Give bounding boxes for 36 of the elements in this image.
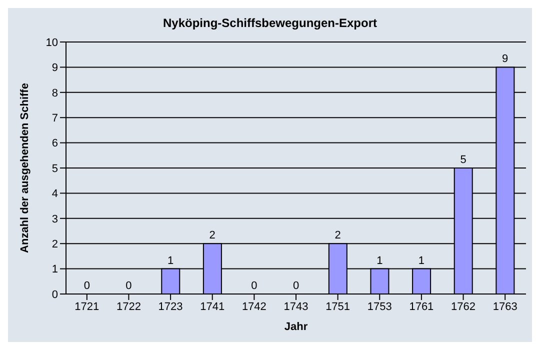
- x-tick-label: 1742: [242, 300, 266, 313]
- data-label: 2: [334, 230, 341, 242]
- data-label: 1: [376, 254, 383, 267]
- x-tick-label: 1753: [367, 300, 392, 313]
- y-tick-label: 4: [52, 188, 58, 200]
- x-tick-label: 1763: [492, 300, 518, 313]
- y-tick-label: 8: [52, 87, 58, 100]
- x-tick-label: 1762: [451, 300, 476, 313]
- data-label: 0: [84, 280, 90, 292]
- x-tick-label: 1723: [158, 300, 183, 313]
- y-tick-label: 1: [52, 264, 58, 276]
- x-tick-label: 1761: [409, 300, 434, 313]
- y-tick-label: 9: [52, 62, 58, 74]
- y-tick-label: 3: [52, 213, 58, 226]
- x-tick-label: 1722: [116, 300, 141, 313]
- x-tick-label: 1743: [284, 300, 308, 313]
- data-label: 0: [251, 280, 258, 292]
- data-label: 2: [209, 230, 216, 242]
- x-tick-label: 1741: [200, 300, 225, 313]
- y-tick-label: 6: [52, 138, 58, 150]
- y-tick-label: 7: [52, 112, 58, 125]
- x-axis-title: Jahr: [284, 321, 308, 333]
- data-label: 0: [126, 280, 132, 292]
- x-tick-label: 1721: [74, 300, 100, 313]
- data-label: 5: [460, 154, 466, 166]
- data-label: 1: [167, 254, 174, 267]
- y-tick-label: 2: [52, 238, 58, 251]
- chart-title: Nyköping-Schiffsbewegungen-Export: [162, 16, 378, 30]
- data-label: 9: [502, 53, 508, 66]
- y-axis-title: Anzahl der ausgehenden Schiffe: [18, 83, 31, 253]
- y-tick-label: 10: [46, 36, 58, 49]
- x-tick-label: 1751: [326, 300, 350, 313]
- y-tick-label: 5: [52, 162, 58, 175]
- data-label: 0: [292, 280, 300, 292]
- y-tick-label: 0: [52, 288, 58, 301]
- data-label: 1: [418, 254, 425, 267]
